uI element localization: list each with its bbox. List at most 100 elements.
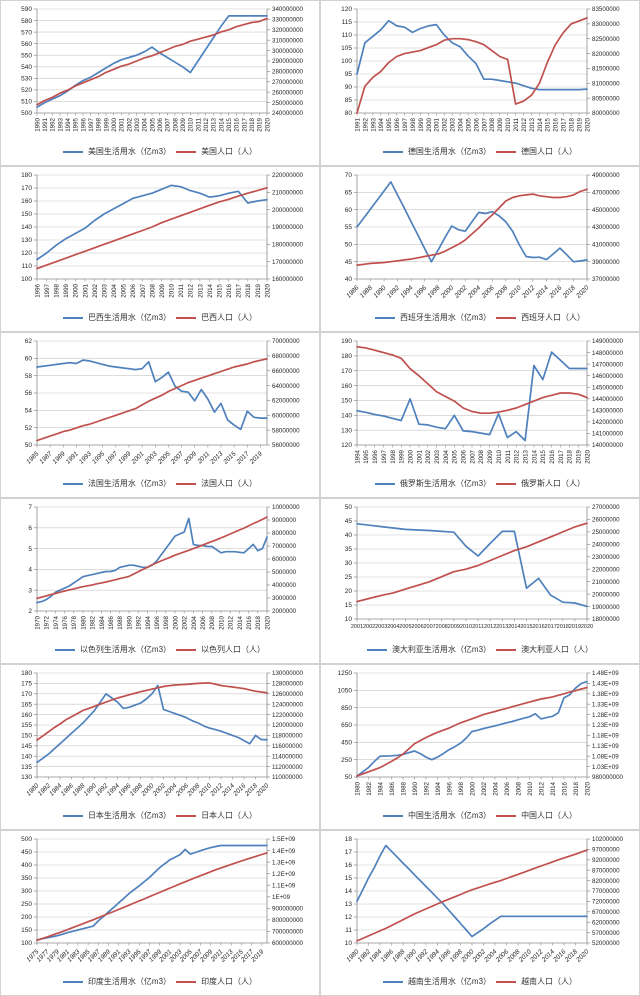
- svg-text:2008: 2008: [149, 283, 156, 297]
- svg-text:30: 30: [345, 560, 353, 567]
- svg-text:14: 14: [345, 888, 353, 895]
- svg-text:143000000: 143000000: [592, 408, 624, 415]
- svg-text:56: 56: [25, 390, 33, 397]
- svg-text:1997: 1997: [402, 117, 409, 131]
- svg-text:81000000: 81000000: [592, 80, 620, 87]
- water-series-marker: [62, 151, 83, 153]
- svg-text:2003: 2003: [434, 449, 441, 463]
- svg-text:52000000: 52000000: [592, 940, 620, 947]
- water-series-label: 法国生活用水（亿m3）: [87, 479, 172, 488]
- svg-text:530: 530: [21, 76, 32, 83]
- svg-text:18000000: 18000000: [592, 616, 620, 623]
- svg-text:2002: 2002: [92, 283, 99, 297]
- svg-text:2011: 2011: [513, 117, 520, 131]
- water-series-marker: [62, 981, 83, 983]
- svg-text:1.18E+09: 1.18E+09: [592, 733, 619, 740]
- svg-text:1997: 1997: [381, 449, 388, 463]
- svg-text:340000000: 340000000: [272, 6, 304, 13]
- svg-text:500: 500: [21, 836, 32, 843]
- svg-text:5: 5: [28, 546, 32, 553]
- svg-text:70: 70: [345, 172, 353, 179]
- svg-text:35: 35: [345, 546, 353, 553]
- svg-text:2019: 2019: [569, 624, 581, 630]
- water-series-label: 中国生活用水（亿m3）: [407, 811, 492, 820]
- svg-text:1995: 1995: [386, 117, 393, 131]
- vietnam-chart-svg: 10 11 12 13 14 15 16 17 18 52000000 57000000 620000…: [345, 836, 624, 964]
- svg-text:82000000: 82000000: [592, 51, 620, 58]
- svg-text:130: 130: [21, 774, 32, 781]
- svg-text:1980: 1980: [80, 615, 87, 629]
- svg-text:2011: 2011: [178, 283, 185, 297]
- svg-text:1994: 1994: [435, 781, 442, 795]
- svg-text:270000000: 270000000: [272, 79, 304, 86]
- australia-water-population-chart: 10 15 20 25 30 35 40 45 50 18000000 19000000 200000…: [321, 499, 639, 641]
- chart-panel-vietnam: 10 11 12 13 14 15 16 17 18 52000000 57000000 620000…: [320, 830, 640, 996]
- svg-text:1991: 1991: [42, 117, 49, 131]
- svg-text:45: 45: [345, 259, 353, 266]
- water-series-label: 越南生活用水（亿m3）: [407, 977, 492, 986]
- france-chart-svg: 50 52 54 56 58 60 62 56000000 58000000 60000000 62…: [25, 338, 300, 466]
- svg-text:180: 180: [21, 172, 32, 179]
- svg-text:2013: 2013: [529, 117, 536, 131]
- svg-text:2012: 2012: [538, 781, 545, 795]
- svg-text:2007: 2007: [424, 624, 436, 630]
- svg-text:116000000: 116000000: [272, 743, 303, 750]
- svg-text:2016: 2016: [246, 615, 253, 629]
- svg-text:2017: 2017: [545, 624, 557, 630]
- svg-text:2014: 2014: [237, 615, 244, 629]
- svg-text:6: 6: [28, 525, 32, 532]
- svg-text:1.28E+09: 1.28E+09: [592, 712, 619, 719]
- svg-text:47000000: 47000000: [592, 190, 620, 197]
- svg-text:1.1E+09: 1.1E+09: [272, 882, 296, 889]
- svg-text:1996: 1996: [446, 781, 453, 795]
- svg-text:2009: 2009: [182, 450, 198, 466]
- svg-text:2005: 2005: [399, 624, 411, 630]
- japan-water-population-chart: 130 135 140 145 150 155 160 165 170 175 180 1100000…: [1, 665, 319, 807]
- svg-text:1997: 1997: [88, 117, 95, 131]
- svg-text:118000000: 118000000: [272, 733, 303, 740]
- svg-text:60000000: 60000000: [272, 412, 300, 419]
- svg-text:2006: 2006: [200, 615, 207, 629]
- svg-text:1999: 1999: [418, 117, 425, 131]
- svg-text:67000000: 67000000: [592, 909, 620, 916]
- svg-text:160000000: 160000000: [272, 276, 304, 283]
- svg-text:200000000: 200000000: [272, 207, 304, 214]
- svg-text:77000000: 77000000: [592, 888, 620, 895]
- svg-text:62000000: 62000000: [592, 919, 620, 926]
- svg-text:1.43E+09: 1.43E+09: [592, 681, 619, 688]
- chart-panel-japan: 130 135 140 145 150 155 160 165 170 175 180 1100000…: [0, 664, 320, 830]
- svg-text:2009: 2009: [448, 624, 460, 630]
- svg-text:1.2E+09: 1.2E+09: [272, 871, 296, 878]
- australia-chart-svg: 10 15 20 25 30 35 40 45 50 18000000 19000000 200000…: [345, 504, 620, 630]
- svg-text:1999: 1999: [103, 117, 110, 131]
- svg-text:1989: 1989: [52, 450, 67, 465]
- svg-text:2007: 2007: [481, 117, 488, 131]
- brazil-water-population-chart: 100 110 120 130 140 150 160 170 180 160000000 1700…: [1, 167, 319, 309]
- svg-text:100: 100: [21, 276, 32, 283]
- svg-text:2012: 2012: [228, 615, 235, 629]
- svg-text:510: 510: [21, 99, 32, 106]
- svg-text:1996: 1996: [34, 283, 41, 297]
- svg-text:1992: 1992: [386, 284, 401, 299]
- water-series-label: 以色列生活用水（亿m3）: [79, 645, 172, 654]
- svg-text:10: 10: [345, 940, 353, 947]
- svg-text:1999: 1999: [117, 450, 132, 465]
- svg-text:2020: 2020: [575, 948, 591, 964]
- svg-text:290000000: 290000000: [272, 58, 304, 65]
- svg-text:250: 250: [341, 757, 352, 764]
- svg-text:2013: 2013: [197, 283, 204, 297]
- svg-text:2005: 2005: [452, 449, 459, 463]
- svg-text:18: 18: [345, 836, 353, 843]
- svg-text:2016: 2016: [549, 449, 556, 463]
- svg-text:17: 17: [345, 849, 353, 856]
- svg-text:1998: 1998: [54, 283, 61, 297]
- svg-text:2009: 2009: [487, 449, 494, 463]
- svg-text:2003: 2003: [450, 117, 457, 131]
- france-water-population-chart: 50 52 54 56 58 60 62 56000000 58000000 60000000 62…: [1, 333, 319, 475]
- svg-text:1982: 1982: [366, 781, 373, 795]
- population-series-marker: [496, 649, 517, 651]
- svg-text:83500000: 83500000: [592, 6, 620, 13]
- svg-text:149000000: 149000000: [592, 338, 624, 345]
- svg-text:2016: 2016: [561, 781, 568, 795]
